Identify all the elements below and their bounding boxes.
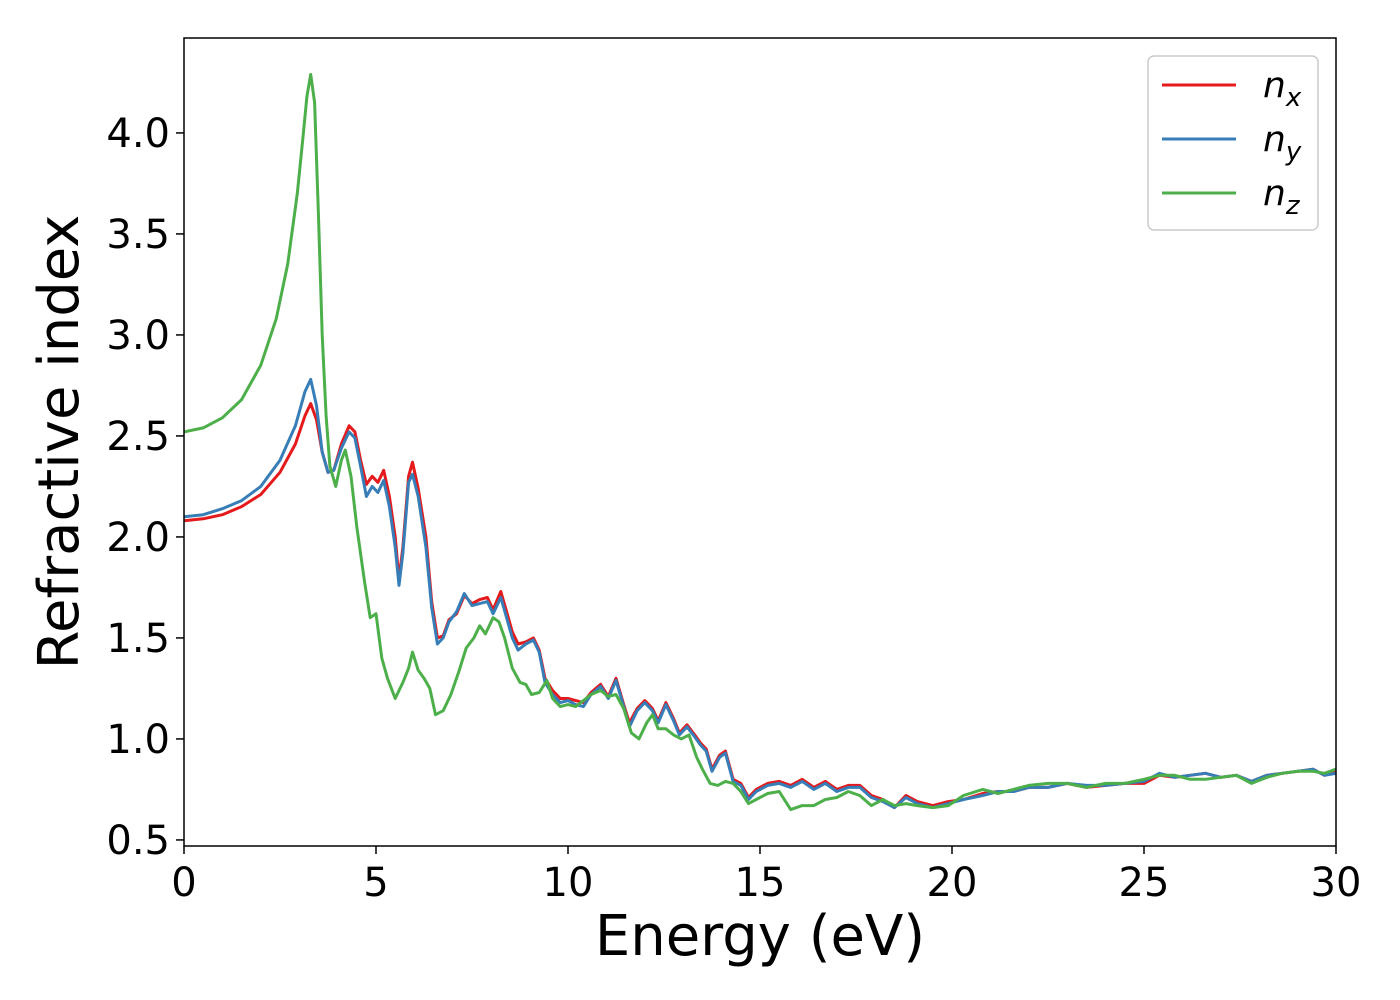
legend-label-base: n (1263, 173, 1286, 214)
legend-label-subscript: z (1285, 191, 1301, 221)
legend-label-base: n (1263, 65, 1286, 106)
x-axis: 0 5 10 15 20 25 30 (171, 846, 1361, 906)
y-tick-label: 2.0 (106, 515, 170, 561)
plot-lines (184, 72, 1336, 812)
series-line-nz (184, 72, 1336, 812)
legend-label-subscript: x (1285, 83, 1302, 113)
x-tick-label: 0 (171, 860, 196, 906)
legend-label-base: n (1263, 119, 1286, 160)
y-tick-label: 4.0 (106, 111, 170, 157)
y-tick-label: 1.5 (106, 616, 170, 662)
series-line-ny (184, 377, 1336, 810)
legend-label-subscript: y (1285, 137, 1302, 167)
x-tick-label: 30 (1311, 860, 1362, 906)
legend-label-nx: nx (1263, 65, 1302, 113)
x-tick-label: 10 (543, 860, 594, 906)
legend-label-nz: nz (1263, 173, 1301, 221)
x-tick-label: 25 (1119, 860, 1170, 906)
series-line-nx (184, 402, 1336, 810)
y-tick-label: 0.5 (106, 818, 170, 864)
y-axis: 0.5 1.0 1.5 2.0 2.5 3.0 3.5 4.0 (106, 111, 184, 864)
x-tick-label: 5 (363, 860, 388, 906)
y-tick-label: 3.0 (106, 313, 170, 359)
x-tick-label: 15 (735, 860, 786, 906)
y-tick-label: 3.5 (106, 212, 170, 258)
x-tick-label: 20 (927, 860, 978, 906)
y-tick-label: 2.5 (106, 414, 170, 460)
y-tick-label: 1.0 (106, 717, 170, 763)
legend-label-ny: ny (1263, 119, 1302, 167)
legend-box (1147, 55, 1319, 231)
y-axis-title: Refractive index (27, 215, 92, 670)
x-axis-title: Energy (eV) (595, 904, 925, 969)
